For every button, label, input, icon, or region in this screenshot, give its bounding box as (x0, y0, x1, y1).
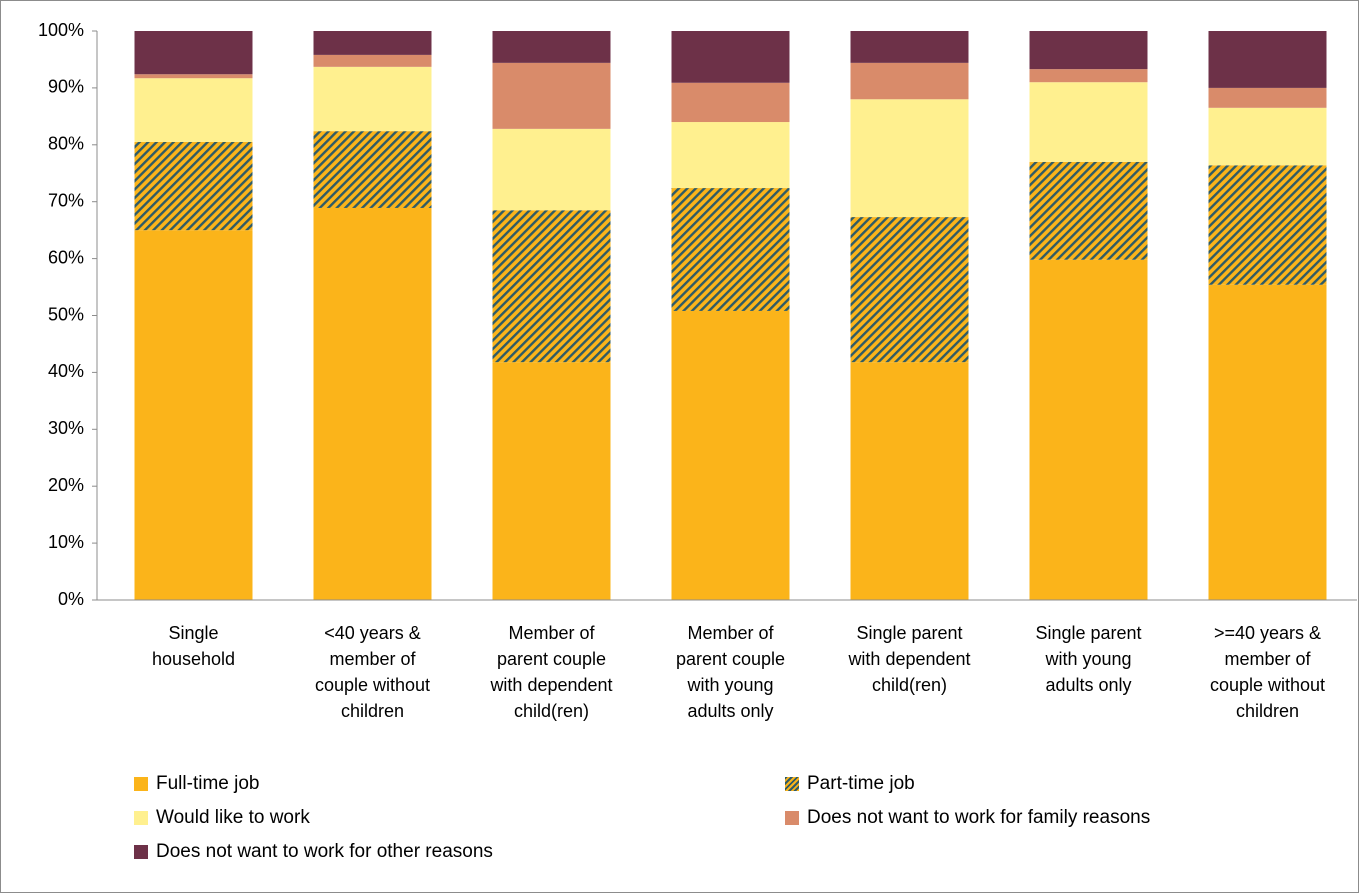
bar-segment (313, 54, 432, 67)
bar-segment (492, 210, 611, 363)
bar-segment (313, 31, 432, 55)
y-tick-label: 60% (48, 247, 84, 267)
legend-item: Would like to work (134, 806, 310, 830)
bar-segment (134, 78, 253, 142)
legend-item: Does not want to work for family reasons (785, 806, 1150, 830)
bar-segment (1029, 161, 1148, 260)
legend-swatch (134, 845, 148, 859)
legend-item: Full-time job (134, 772, 259, 796)
bar-segment (313, 131, 432, 208)
bar-segment (671, 122, 790, 189)
x-tick-label: >=40 years & member of couple without ch… (1209, 623, 1326, 721)
bar-segment (671, 188, 790, 311)
bar-segment (1208, 87, 1327, 108)
bar-segment (492, 128, 611, 211)
bar-segment (671, 82, 790, 123)
bar-segment (134, 74, 253, 79)
x-tick-label: Member of parent couple with dependent c… (490, 623, 613, 721)
bar-segment (492, 362, 611, 600)
bar-segment (1208, 165, 1327, 285)
bar-segment (1208, 107, 1327, 166)
legend-label: Does not want to work for family reasons (807, 807, 1151, 828)
bar-segment (134, 141, 253, 231)
x-tick-label: Member of parent couple with young adult… (675, 623, 786, 721)
bar-segment (850, 31, 969, 63)
bar-segment (134, 31, 253, 75)
legend-label: Would like to work (156, 807, 310, 828)
y-tick-label: 70% (48, 190, 84, 210)
y-tick-label: 80% (48, 134, 84, 154)
bar-segment (1029, 82, 1148, 162)
y-tick-label: 10% (48, 532, 84, 552)
legend-swatch (785, 777, 799, 791)
bar-segment (1208, 284, 1327, 600)
bar-segment (850, 362, 969, 600)
y-tick-label: 40% (48, 361, 84, 381)
bar-segment (850, 217, 969, 363)
y-tick-label: 100% (38, 20, 84, 40)
bar-segment (671, 31, 790, 83)
y-tick-label: 0% (58, 589, 84, 609)
y-tick-label: 20% (48, 475, 84, 495)
legend-item: Does not want to work for other reasons (134, 840, 493, 864)
y-tick-label: 90% (48, 77, 84, 97)
legend-item: Part-time job (785, 772, 915, 796)
bar-segment (134, 230, 253, 600)
legend-swatch (134, 777, 148, 791)
x-tick-label: Single parent with young adults only (1035, 623, 1142, 695)
x-tick-label: <40 years & member of couple without chi… (314, 623, 431, 721)
bar-segment (850, 62, 969, 100)
legend-label: Part-time job (807, 773, 915, 794)
legend-swatch (134, 811, 148, 825)
bar-segment (492, 31, 611, 63)
bar-segment (313, 66, 432, 132)
legend-label: Does not want to work for other reasons (156, 841, 493, 862)
bar-segment (850, 99, 969, 218)
x-tick-label: Single household (151, 623, 236, 669)
bar-segment (313, 207, 432, 601)
y-tick-label: 50% (48, 304, 84, 324)
bar-segment (1029, 259, 1148, 600)
bar-segment (492, 62, 611, 129)
x-tick-label: Single parent with dependent child(ren) (848, 623, 971, 695)
bar-segment (1029, 69, 1148, 83)
bar-segment (1208, 31, 1327, 88)
y-tick-label: 30% (48, 418, 84, 438)
legend-swatch (785, 811, 799, 825)
legend-label: Full-time job (156, 773, 260, 794)
bar-segment (671, 310, 790, 600)
bar-segment (1029, 31, 1148, 70)
